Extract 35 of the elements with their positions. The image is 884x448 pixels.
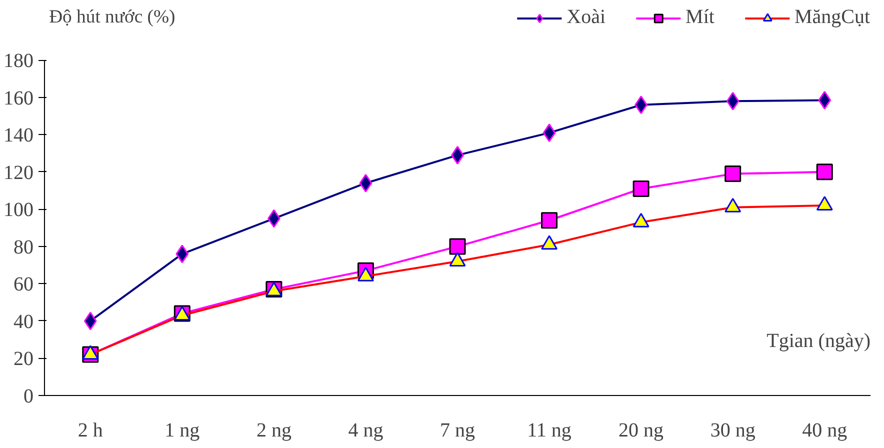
y-tick-label: 0 bbox=[24, 386, 34, 408]
point bbox=[359, 174, 372, 192]
y-tick-label: 40 bbox=[14, 310, 34, 333]
x-tick-label: 2 h bbox=[78, 420, 103, 442]
point bbox=[724, 166, 742, 182]
y-tick-label: 80 bbox=[14, 236, 34, 258]
x-tick-label: 30 ng bbox=[710, 420, 756, 442]
x-tick-label: 4 ng bbox=[348, 420, 384, 442]
point bbox=[176, 244, 189, 264]
point bbox=[632, 180, 650, 197]
point bbox=[449, 238, 466, 255]
y-tick-label: 20 bbox=[14, 348, 34, 370]
point bbox=[818, 90, 832, 110]
x-tick-label: 2 ng bbox=[256, 420, 292, 442]
point bbox=[84, 312, 97, 330]
legend-label: Xoài bbox=[566, 6, 606, 29]
legend-label: Mít bbox=[686, 6, 714, 29]
x-tick-label: 40 ng bbox=[802, 420, 848, 442]
y-tick-label: 60 bbox=[14, 274, 34, 296]
point bbox=[541, 212, 558, 229]
x-tick-label: 7 ng bbox=[440, 420, 475, 442]
y-tick-label: 160 bbox=[4, 87, 34, 110]
y-tick-label: 100 bbox=[4, 199, 34, 222]
point bbox=[816, 164, 833, 180]
point bbox=[542, 124, 556, 142]
y-tick-label: 120 bbox=[4, 162, 34, 184]
x-tick-label: 11 ng bbox=[527, 420, 572, 442]
x-axis-title: Tgian (ngày) bbox=[766, 330, 871, 352]
x-tick-label: 1 ng bbox=[164, 420, 200, 442]
legend-label: MăngCụt bbox=[794, 6, 870, 29]
y-tick-label: 180 bbox=[4, 50, 34, 72]
y-tick-label: 140 bbox=[4, 124, 34, 147]
point bbox=[726, 92, 740, 110]
x-tick-label: 20 ng bbox=[618, 420, 664, 442]
y-axis-title: Độ hút nước (%) bbox=[49, 6, 176, 28]
